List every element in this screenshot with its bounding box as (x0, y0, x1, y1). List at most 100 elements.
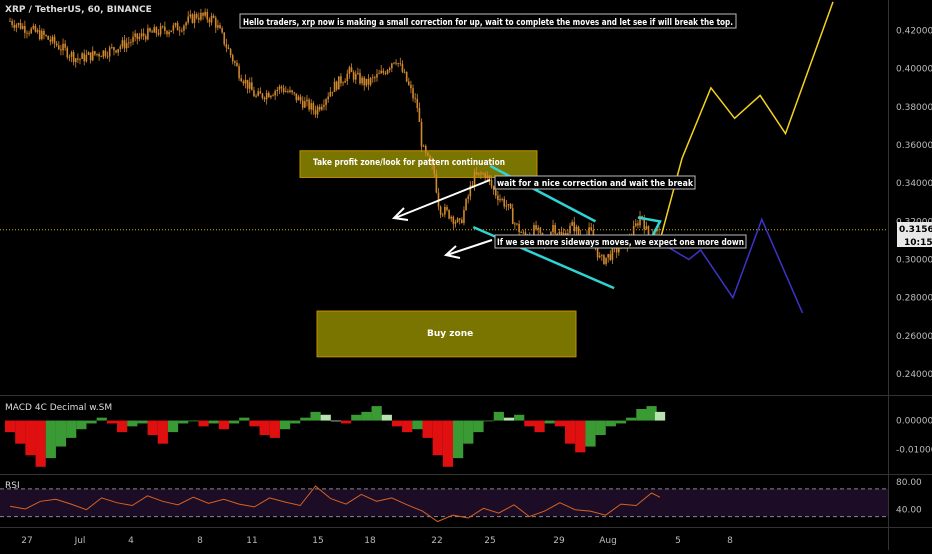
candle-body (234, 61, 236, 63)
time-tick-label: 29 (553, 536, 565, 546)
candle-body (140, 33, 143, 37)
candle-body (297, 96, 300, 101)
candle-body (225, 44, 228, 48)
macd-bar (381, 414, 392, 421)
candle-body (354, 73, 357, 80)
candle-body (552, 225, 554, 233)
candle-body (418, 108, 421, 122)
candle-body (304, 101, 306, 108)
candle-body (246, 79, 249, 89)
candle-body (463, 209, 465, 223)
time-tick-label: 25 (484, 536, 495, 546)
time-tick-label: 4 (128, 536, 134, 546)
symbol-title: XRP / TetherUS, 60, BINANCE (5, 5, 152, 15)
arrow-shaft-correction (394, 179, 491, 219)
candle-body (284, 91, 287, 93)
macd-bar (198, 420, 209, 427)
macd-bar (66, 420, 77, 438)
candle-body (348, 67, 351, 74)
macd-bar (473, 420, 484, 433)
candle-body (89, 52, 92, 61)
candle-body (274, 91, 276, 96)
candle-body (350, 67, 353, 73)
macd-bar (25, 420, 36, 456)
macd-bar (178, 420, 189, 424)
candle-body (87, 52, 90, 55)
candle-body (47, 35, 49, 40)
candle-body (605, 257, 607, 265)
candle-body (282, 88, 285, 93)
candle-body (325, 99, 327, 105)
candle-body (142, 33, 145, 36)
candle-body (488, 175, 491, 181)
candle-body (407, 81, 410, 85)
candle-body (656, 229, 658, 232)
macd-bar (259, 420, 270, 435)
macd-bar (55, 420, 67, 447)
candle-body (369, 78, 372, 85)
candle-body (634, 223, 637, 227)
candle-body (518, 223, 520, 233)
macd-bar (320, 414, 331, 421)
macd-bar (575, 420, 586, 453)
candle-body (66, 47, 69, 58)
candle-body (482, 173, 484, 175)
candle-body (176, 23, 179, 31)
candle-body (94, 51, 96, 55)
candle-body (291, 90, 293, 93)
candle-body (155, 27, 158, 34)
macd-bar (86, 420, 97, 424)
candle-body (206, 11, 209, 20)
macd-bar (351, 414, 362, 421)
macd-bar (188, 420, 199, 422)
candle-body (19, 23, 22, 29)
candle-body (490, 180, 493, 187)
candle-body (161, 26, 164, 28)
candle-body (219, 25, 221, 29)
candle-body (108, 47, 111, 57)
macd-bar (554, 420, 566, 427)
candle-body (24, 26, 26, 33)
rsi-band (0, 488, 888, 517)
macd-title: MACD 4C Decimal w.SM (5, 403, 112, 413)
candle-body (174, 23, 177, 26)
candle-body (522, 232, 525, 234)
candle-body (560, 231, 563, 235)
candle-body (85, 54, 88, 62)
rsi-line (9, 485, 661, 523)
candle-body (374, 77, 376, 79)
candle-body (439, 206, 442, 215)
candle-body (11, 21, 13, 25)
macd-bar (483, 420, 494, 422)
macd-bar (127, 420, 138, 427)
macd-bar (565, 420, 576, 444)
candle-body (200, 12, 202, 20)
price-tick-label: 0.28000 (896, 294, 932, 304)
candle-body (96, 53, 98, 55)
candle-body (615, 246, 618, 253)
macd-bar (269, 420, 280, 438)
candle-body (395, 62, 397, 64)
candle-body (121, 40, 124, 47)
candle-body (329, 91, 332, 97)
macd-bar (503, 417, 515, 421)
current-price-label-bg (897, 222, 932, 235)
candle-body (520, 232, 523, 233)
candle-body (111, 47, 113, 48)
candle-body (535, 225, 537, 230)
candle-body (533, 225, 535, 238)
candle-body (115, 50, 117, 53)
arrow-head-correction (391, 207, 409, 221)
time-tick-label: 8 (727, 536, 733, 546)
candle-body (433, 165, 436, 174)
candle-body (617, 248, 620, 253)
candle-body (83, 53, 86, 62)
candle-body (231, 55, 234, 62)
macd-bar (585, 420, 596, 447)
candle-body (164, 26, 166, 32)
candle-body (380, 70, 383, 74)
candle-body (265, 92, 268, 100)
candle-body (503, 198, 506, 207)
